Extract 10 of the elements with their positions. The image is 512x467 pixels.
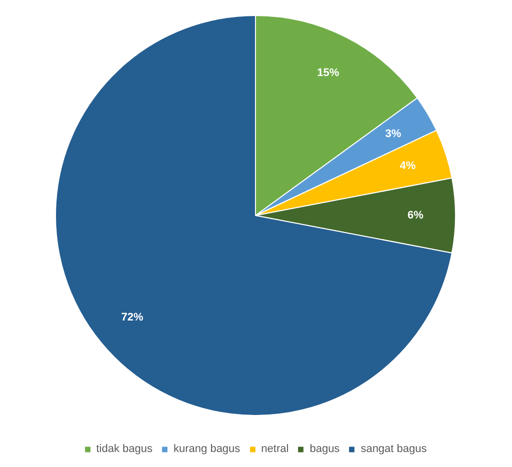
- data-label: 15%: [317, 66, 340, 79]
- data-label: 6%: [408, 210, 424, 222]
- data-label: 3%: [385, 128, 402, 140]
- data-label: 4%: [400, 160, 416, 172]
- legend-label: tidak bagus: [96, 443, 153, 455]
- legend-label: netral: [261, 443, 289, 455]
- legend-label: bagus: [310, 443, 340, 455]
- data-label: 72%: [121, 311, 144, 324]
- legend-label: sangat bagus: [360, 443, 427, 455]
- legend-label: kurang bagus: [174, 443, 240, 455]
